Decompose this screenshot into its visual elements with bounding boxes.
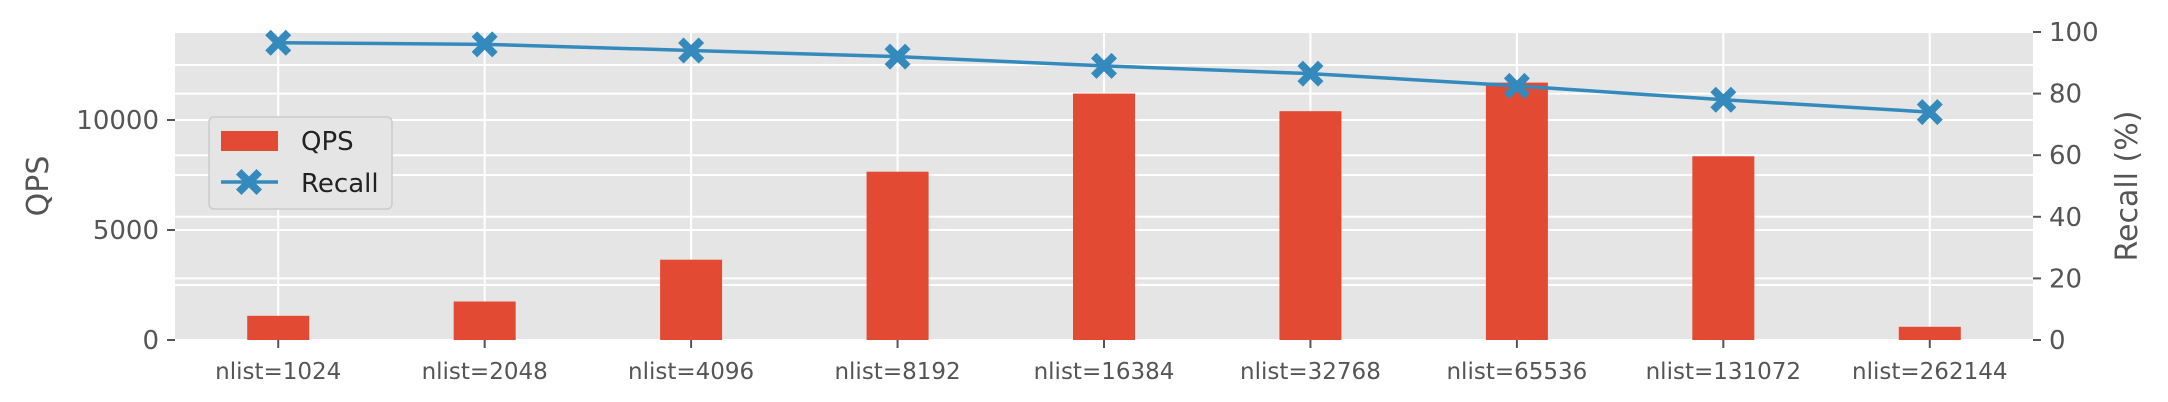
legend-marker-recall — [236, 169, 262, 195]
recall-marker — [1297, 60, 1324, 87]
y-right-tick-label: 0 — [2049, 326, 2066, 356]
y-left-tick-label: 10000 — [76, 106, 159, 136]
x-tick-label: nlist=65536 — [1446, 359, 1587, 385]
y-right-tick-label: 40 — [2049, 203, 2082, 233]
legend-swatch-qps — [221, 131, 278, 151]
qps-bar — [453, 301, 516, 340]
legend: QPS Recall — [208, 116, 393, 210]
y-left-tick-label: 5000 — [93, 216, 159, 246]
qps-bar — [1279, 111, 1342, 340]
recall-marker — [1503, 72, 1530, 99]
y-right-tick-label: 60 — [2049, 141, 2082, 171]
axis-ticks: nlist=1024 nlist=2048 nlist=4096 nlist=8192… — [76, 18, 2098, 385]
y-right-tick-label: 20 — [2049, 264, 2082, 294]
recall-marker — [1091, 52, 1117, 79]
recall-marker — [884, 43, 911, 70]
x-tick-label: nlist=2048 — [422, 359, 548, 385]
y-right-tick-label: 80 — [2049, 80, 2082, 110]
legend-label-recall: Recall — [301, 169, 379, 199]
x-tick-label: nlist=1024 — [215, 359, 341, 385]
x-tick-label: nlist=262144 — [1852, 359, 2007, 385]
recall-marker — [265, 29, 292, 56]
recall-marker — [678, 37, 705, 64]
qps-bar — [1073, 93, 1135, 340]
y-axis-left-label: QPS — [21, 156, 56, 217]
y-axis-right-label: Recall (%) — [2110, 111, 2145, 262]
qps-bar — [660, 259, 723, 340]
qps-bar — [247, 315, 310, 340]
x-tick-label: nlist=16384 — [1034, 359, 1175, 385]
x-tick-label: nlist=4096 — [628, 359, 754, 385]
x-tick-label: nlist=131072 — [1646, 359, 1801, 385]
recall-line — [265, 29, 1943, 126]
qps-bar — [1692, 156, 1755, 340]
recall-marker — [1710, 86, 1737, 113]
y-left-tick-label: 0 — [142, 326, 159, 356]
x-tick-label: nlist=8192 — [834, 359, 960, 385]
qps-bar — [1485, 82, 1548, 340]
legend-label-qps: QPS — [301, 127, 354, 157]
qps-bar — [1898, 326, 1961, 340]
recall-marker — [471, 31, 498, 58]
qps-bar — [866, 171, 929, 340]
qps-bars — [247, 82, 1961, 340]
y-right-tick-label: 100 — [2049, 18, 2099, 48]
x-tick-label: nlist=32768 — [1240, 359, 1381, 385]
recall-marker — [1916, 99, 1943, 126]
